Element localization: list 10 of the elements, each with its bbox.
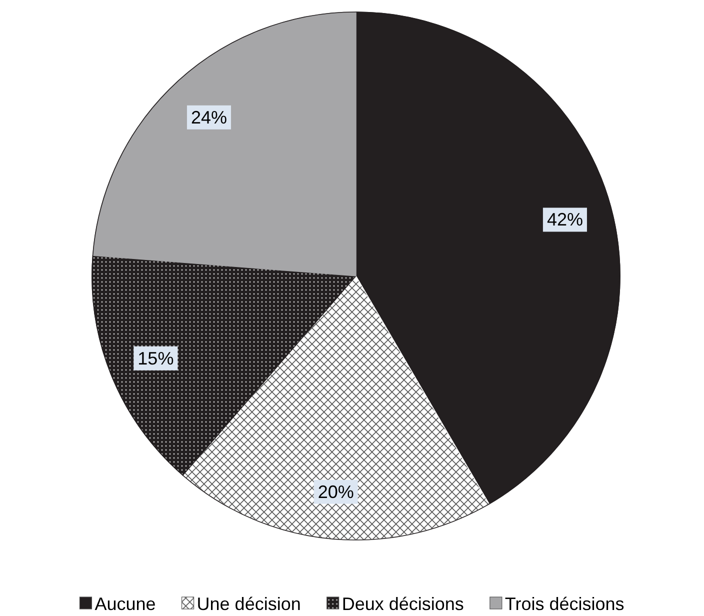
data-label: 42% <box>546 210 583 230</box>
data-label: 20% <box>318 482 354 502</box>
pie-slice <box>92 12 356 276</box>
data-label: 15% <box>138 348 174 368</box>
legend-label: Trois décisions <box>504 594 624 614</box>
pie-slice <box>182 276 490 540</box>
data-label: 24% <box>190 107 228 128</box>
legend-label: Deux décisions <box>342 594 464 614</box>
legend-label: Une décision <box>196 594 301 614</box>
legend-label: Aucune <box>94 594 156 614</box>
